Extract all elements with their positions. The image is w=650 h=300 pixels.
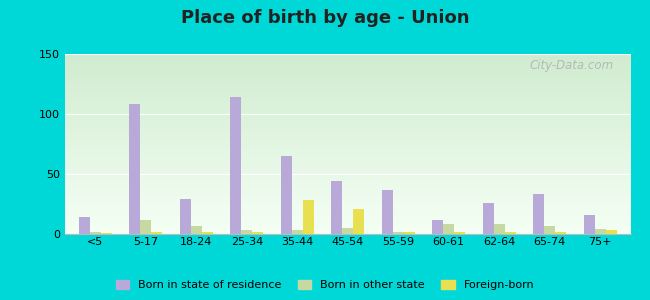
Bar	[595, 229, 606, 234]
Bar	[281, 156, 292, 234]
Bar	[432, 220, 443, 234]
Bar	[151, 232, 162, 234]
Bar	[101, 233, 112, 234]
Bar	[493, 224, 505, 234]
Bar	[505, 232, 516, 234]
Bar	[393, 232, 404, 234]
Bar	[292, 230, 303, 234]
Bar	[404, 232, 415, 234]
Bar	[555, 232, 566, 234]
Bar	[544, 226, 555, 234]
Bar	[179, 199, 190, 234]
Bar	[190, 226, 202, 234]
Bar	[454, 232, 465, 234]
Bar	[90, 232, 101, 234]
Bar	[79, 217, 90, 234]
Bar	[482, 203, 493, 234]
Bar	[533, 194, 544, 234]
Bar	[342, 228, 354, 234]
Bar	[382, 190, 393, 234]
Bar	[140, 220, 151, 234]
Bar	[331, 181, 342, 234]
Bar	[202, 232, 213, 234]
Bar	[252, 232, 263, 234]
Bar	[606, 230, 617, 234]
Bar	[303, 200, 314, 234]
Legend: Born in state of residence, Born in other state, Foreign-born: Born in state of residence, Born in othe…	[111, 275, 539, 294]
Bar	[443, 224, 454, 234]
Bar	[354, 209, 365, 234]
Text: Place of birth by age - Union: Place of birth by age - Union	[181, 9, 469, 27]
Bar	[241, 230, 252, 234]
Bar	[129, 104, 140, 234]
Text: City-Data.com: City-Data.com	[529, 59, 614, 72]
Bar	[584, 215, 595, 234]
Bar	[230, 97, 241, 234]
